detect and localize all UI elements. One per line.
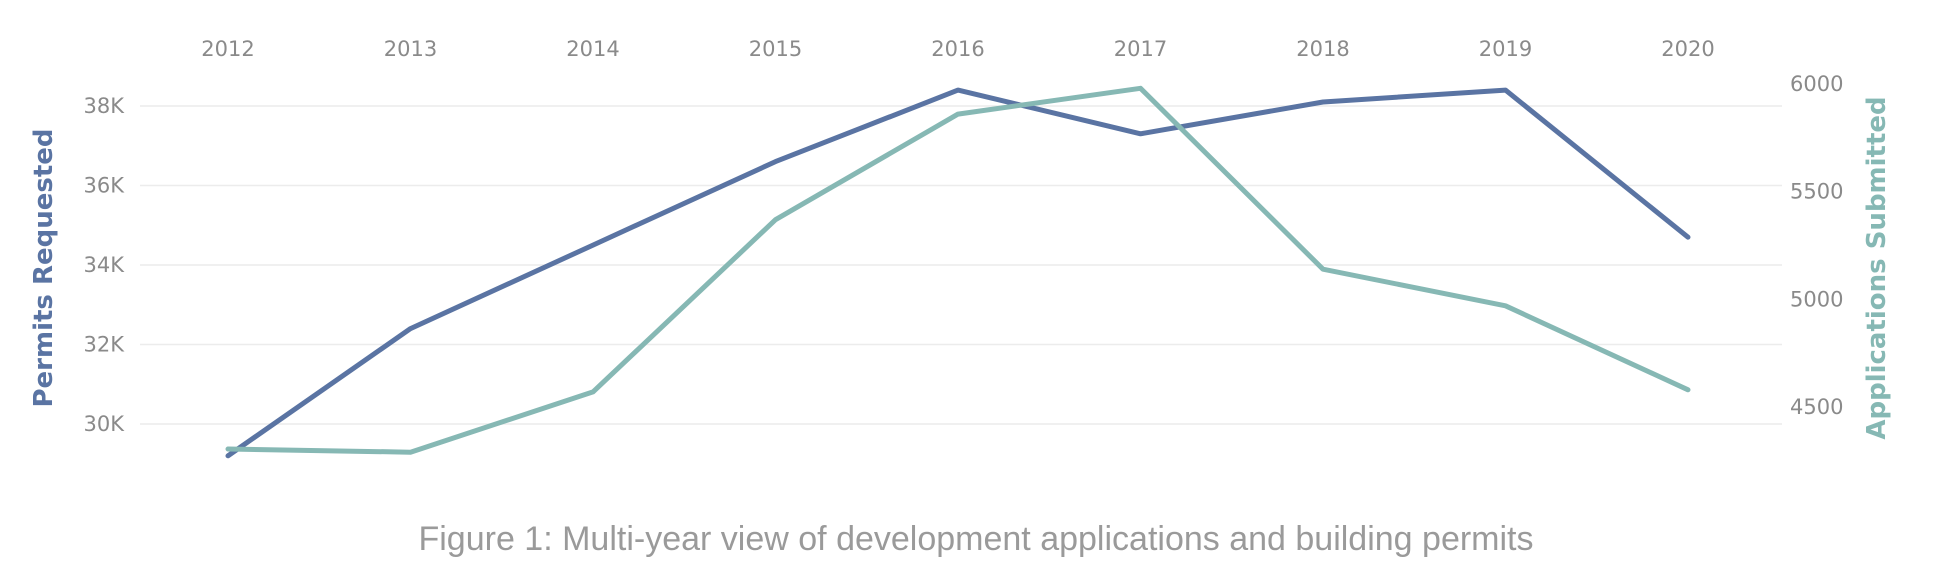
x-tick-label: 2014 [566, 37, 619, 61]
x-tick-label: 2013 [384, 37, 437, 61]
right-y-tick-label: 5000 [1790, 287, 1843, 311]
series-lines [225, 85, 1691, 459]
x-tick-label: 2020 [1661, 37, 1714, 61]
right-y-axis-title: Applications Submitted [1862, 96, 1892, 439]
left-y-axis-ticks: 30K 32K 34K 36K 38K [84, 94, 126, 436]
left-y-tick-label: 34K [84, 253, 126, 277]
right-y-axis-ticks: 4500 5000 5500 6000 [1790, 72, 1843, 419]
x-tick-label: 2017 [1114, 37, 1167, 61]
gridlines [140, 105, 1782, 425]
series-line-applications-submitted [225, 85, 1691, 455]
figure-caption: Figure 1: Multi-year view of development… [418, 520, 1534, 558]
x-tick-label: 2018 [1296, 37, 1349, 61]
left-y-tick-label: 32K [84, 333, 126, 357]
x-tick-label: 2012 [201, 37, 254, 61]
right-y-tick-label: 4500 [1790, 395, 1843, 419]
dual-axis-line-chart: 2012 2013 2014 2015 2016 2017 2018 2019 2020 30K… [29, 37, 1892, 459]
left-y-tick-label: 36K [84, 174, 126, 198]
series-line-permits-requested [225, 87, 1691, 459]
x-axis-ticks: 2012 2013 2014 2015 2016 2017 2018 2019 2020 [201, 37, 1714, 61]
left-y-axis-title: Permits Requested [29, 128, 59, 407]
x-tick-label: 2015 [749, 37, 802, 61]
right-y-tick-label: 5500 [1790, 180, 1843, 204]
x-tick-label: 2019 [1479, 37, 1532, 61]
right-y-tick-label: 6000 [1790, 72, 1843, 96]
x-tick-label: 2016 [931, 37, 984, 61]
left-y-tick-label: 30K [84, 412, 126, 436]
left-y-tick-label: 38K [84, 94, 126, 118]
